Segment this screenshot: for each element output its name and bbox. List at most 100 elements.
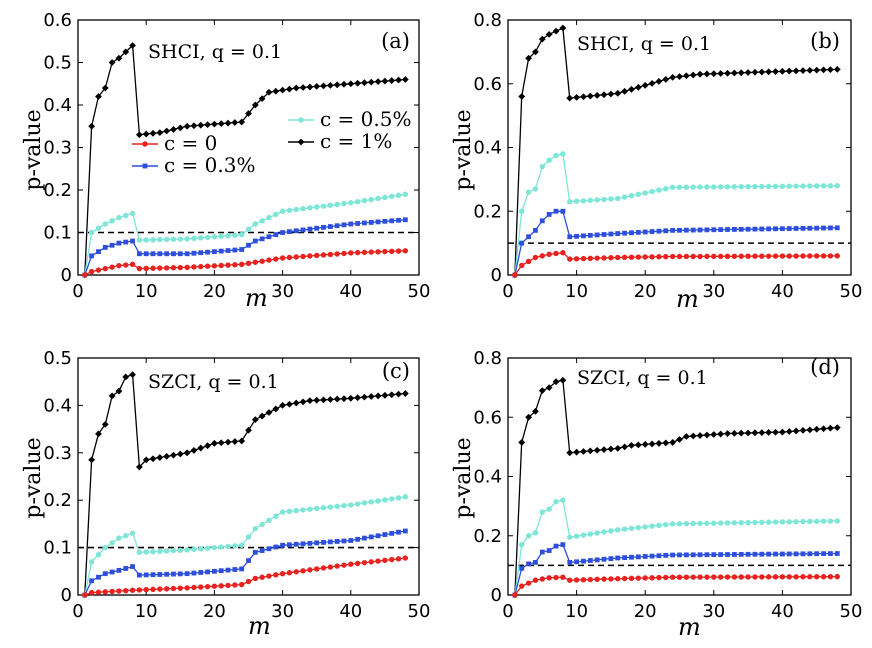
- data-point: [116, 214, 122, 221]
- data-point: [286, 400, 293, 408]
- data-point: [279, 509, 286, 515]
- data-point: [224, 119, 232, 127]
- data-point: [621, 526, 628, 532]
- data-point: [116, 262, 122, 269]
- data-point: [273, 211, 279, 218]
- data-point: [321, 225, 326, 230]
- data-point: [101, 84, 109, 92]
- data-point: [532, 186, 539, 192]
- data-point: [130, 238, 135, 244]
- data-point: [807, 225, 813, 231]
- data-point: [395, 248, 402, 254]
- data-point: [286, 254, 293, 261]
- data-point: [368, 499, 374, 505]
- data-point: [211, 234, 218, 240]
- data-point: [731, 520, 738, 526]
- data-point: [519, 208, 525, 214]
- data-point: [573, 198, 580, 204]
- data-point: [738, 519, 744, 526]
- data-point: [95, 589, 102, 595]
- data-point: [833, 66, 841, 73]
- data-point: [635, 191, 642, 198]
- data-point: [814, 225, 820, 231]
- data-point: [156, 454, 164, 461]
- data-point: [779, 183, 786, 189]
- x-axis-label: m: [678, 613, 701, 641]
- data-point: [567, 534, 573, 540]
- data-point: [170, 547, 177, 554]
- panel-label: (a): [381, 29, 410, 53]
- data-point: [765, 253, 772, 259]
- data-point: [116, 240, 122, 246]
- data-point: [170, 126, 177, 133]
- data-point: [696, 432, 704, 439]
- data-point: [525, 580, 532, 586]
- data-point: [683, 520, 690, 527]
- data-point: [669, 253, 676, 260]
- data-point: [183, 122, 191, 130]
- data-point: [725, 552, 730, 557]
- data-point: [786, 519, 792, 525]
- data-point: [834, 225, 840, 231]
- data-point: [198, 584, 204, 590]
- data-point: [683, 253, 690, 260]
- data-point: [327, 504, 334, 510]
- data-point: [539, 509, 545, 515]
- data-point: [574, 559, 579, 565]
- data-point: [292, 84, 300, 92]
- data-point: [614, 444, 622, 452]
- y-tick-label: 0.6: [43, 10, 72, 31]
- series-c-1-: [81, 42, 409, 279]
- data-point: [744, 69, 752, 76]
- data-point: [313, 83, 321, 90]
- x-tick-label: 20: [634, 281, 657, 302]
- data-point: [273, 232, 279, 238]
- data-point: [340, 395, 348, 403]
- data-point: [786, 253, 792, 259]
- data-point: [122, 373, 130, 381]
- data-point: [519, 565, 525, 571]
- data-point: [95, 93, 102, 100]
- data-point: [648, 79, 656, 87]
- data-point: [149, 455, 157, 463]
- y-tick-label: 0.4: [473, 138, 502, 159]
- data-point: [560, 574, 566, 580]
- data-point: [813, 66, 821, 74]
- data-point: [362, 220, 367, 226]
- data-point: [320, 82, 327, 90]
- data-point: [116, 535, 122, 541]
- data-point: [642, 190, 648, 196]
- data-point: [581, 558, 586, 564]
- data-point: [280, 230, 285, 235]
- data-point: [614, 89, 622, 97]
- data-point: [587, 531, 594, 537]
- data-point: [150, 572, 156, 578]
- data-point: [251, 101, 259, 109]
- method-annotation: SHCI, q = 0.1: [148, 41, 282, 63]
- data-point: [307, 540, 313, 546]
- data-point: [669, 521, 676, 527]
- data-point: [581, 233, 586, 239]
- data-point: [656, 574, 662, 581]
- data-point: [232, 262, 238, 268]
- data-point: [560, 497, 566, 503]
- data-point: [580, 532, 587, 538]
- data-point: [204, 234, 211, 240]
- data-point: [793, 183, 799, 189]
- data-point: [266, 517, 272, 524]
- data-point: [593, 446, 601, 454]
- data-point: [381, 77, 389, 85]
- data-point: [129, 210, 136, 217]
- x-tick-label: 10: [565, 281, 588, 302]
- data-point: [772, 428, 779, 436]
- series-c-0-3-: [82, 528, 408, 598]
- data-point: [656, 254, 662, 260]
- data-point: [573, 533, 580, 539]
- data-point: [157, 236, 163, 243]
- data-point: [150, 548, 156, 555]
- data-point: [765, 574, 772, 580]
- data-point: [752, 183, 758, 190]
- data-point: [833, 424, 841, 432]
- data-point: [238, 581, 245, 588]
- data-point: [779, 519, 786, 525]
